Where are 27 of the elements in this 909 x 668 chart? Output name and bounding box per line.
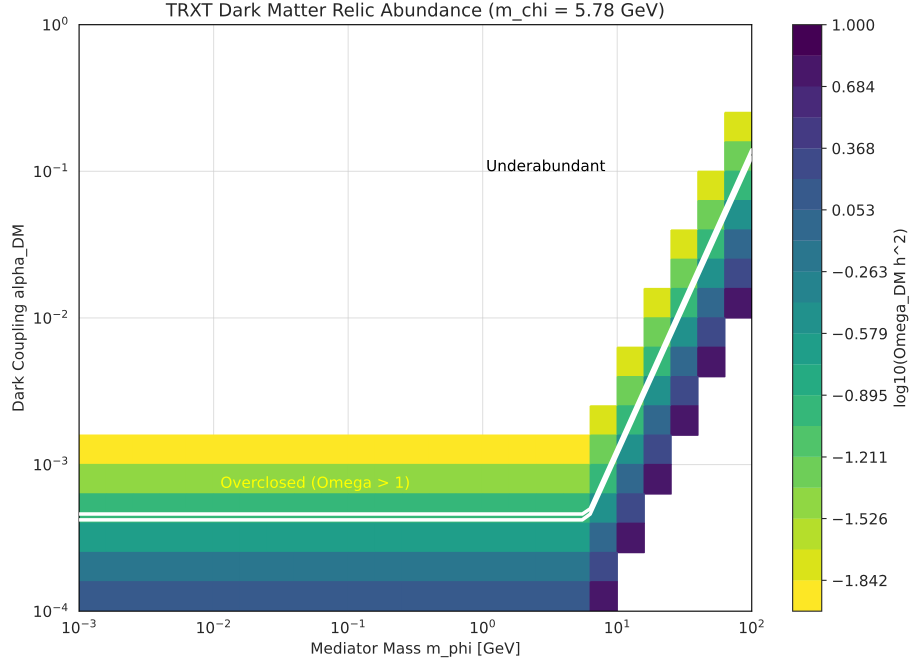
color-bar-label: 0.684 (832, 80, 874, 93)
color-bar-title: log10(Omega_DM h^2) (894, 229, 909, 406)
annotation: Underabundant (487, 159, 606, 172)
color-bar-label: −1.842 (833, 574, 886, 586)
color-bar-label: −0.895 (833, 390, 887, 402)
color-bar-label: 1.000 (833, 19, 874, 31)
x-tick-label: 10$^{0}$ (470, 619, 495, 634)
color-bar-label: −0.579 (833, 328, 887, 340)
annotation: Overclosed (Omega > 1) (221, 476, 409, 491)
y-tick-label: 10$^{−1}$ (34, 163, 68, 178)
y-tick-label: 10$^{−2}$ (34, 310, 68, 324)
x-tick-label: 10$^{−2}$ (197, 619, 230, 634)
y-tick-label: 10$^{−4}$ (34, 603, 68, 618)
x-tick-label: 10$^{1}$ (605, 619, 630, 634)
color-bar-label: 0.368 (832, 142, 874, 154)
chart-title: TRXT Dark Matter Relic Abundance (m_chi = 5.78 GeV) (166, 2, 664, 21)
x-tick-label: 10$^{−3}$ (62, 619, 96, 634)
color-bar-label: −0.263 (833, 266, 887, 278)
x-tick-label: 10$^{2}$ (740, 619, 764, 634)
y-axis-title: Dark Coupling alpha_DM (12, 225, 28, 411)
x-axis-title: Mediator Mass m_phi [GeV] (312, 642, 520, 658)
y-tick-label: 10$^{0}$ (43, 16, 68, 31)
color-bar-label: 0.053 (832, 204, 874, 216)
color-bar-label: −1.211 (833, 451, 887, 463)
x-tick-label: 10$^{−1}$ (332, 619, 365, 634)
y-tick-label: 10$^{−3}$ (34, 456, 68, 470)
color-bar-label: −1.526 (833, 513, 888, 525)
